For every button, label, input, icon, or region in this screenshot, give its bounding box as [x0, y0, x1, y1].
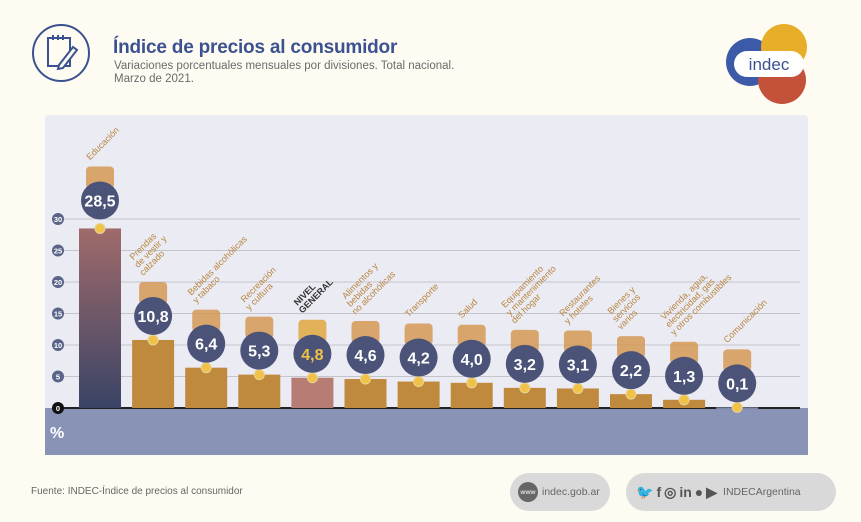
linkedin-icon[interactable]: in [679, 484, 692, 500]
facebook-icon[interactable]: f [656, 484, 662, 500]
value-badge [718, 364, 757, 403]
subtitle: Variaciones porcentuales mensuales por d… [114, 60, 454, 86]
value-label: 10,8 [138, 309, 169, 326]
bar [238, 374, 281, 408]
notepad-pencil-icon [32, 24, 90, 82]
value-label: 28,5 [84, 193, 115, 210]
bar-top-dot [572, 382, 584, 394]
y-unit-label: % [50, 425, 64, 442]
bar-top-dot [147, 334, 159, 346]
value-badge [665, 356, 704, 395]
value-badge [399, 338, 438, 377]
instagram-icon[interactable]: ◎ [664, 483, 677, 500]
value-label: 6,4 [195, 337, 217, 354]
y-tick-dot [52, 213, 64, 225]
y-tick-label: 0 [56, 404, 60, 413]
bar-top-dot [306, 372, 318, 384]
value-label: 1,3 [673, 369, 695, 386]
value-badge [505, 344, 544, 383]
bar-top-dot [94, 222, 106, 234]
y-tick-label: 5 [56, 373, 60, 382]
y-tick-dot [52, 307, 64, 320]
bar [132, 339, 175, 408]
value-badge [81, 181, 119, 220]
bar [185, 367, 228, 408]
svg-text:indec: indec [749, 55, 790, 74]
www-icon: www [518, 482, 538, 502]
youtube-icon[interactable]: ▶ [706, 483, 718, 500]
bar-top-dot [360, 373, 371, 385]
value-badge [452, 339, 491, 378]
y-tick-label: 20 [54, 278, 62, 287]
y-tick-dot [52, 402, 64, 414]
y-tick-dot [52, 370, 64, 383]
bar [556, 388, 599, 408]
value-label: 4,6 [354, 348, 376, 365]
y-tick-dot [52, 339, 64, 351]
value-badge [558, 345, 597, 384]
subtitle-text: Variaciones porcentuales mensuales por d… [114, 60, 455, 72]
y-tick-dot [52, 276, 64, 288]
bar-top-dot [200, 362, 212, 374]
bar [79, 228, 121, 408]
y-tick-label: 30 [54, 215, 62, 224]
value-label: 3,1 [567, 357, 589, 374]
bar [610, 394, 652, 408]
value-label: 2,2 [620, 363, 642, 380]
y-tick-dot [52, 244, 64, 257]
value-badge [240, 331, 279, 370]
value-label: 3,2 [514, 357, 536, 374]
y-tick-label: 15 [54, 310, 62, 319]
source-note: Fuente: INDEC-Índice de precios al consu… [31, 486, 243, 497]
bar-top-dot [678, 394, 690, 406]
social-handle: INDECArgentina [723, 486, 801, 498]
date-text: Marzo de 2021. [114, 73, 194, 85]
value-badge [187, 324, 226, 363]
website-text: indec.gob.ar [542, 486, 600, 498]
value-badge [134, 296, 173, 335]
y-tick-label: 25 [54, 247, 62, 256]
page-title: Índice de precios al consumidor [113, 37, 398, 58]
value-label: 4,8 [301, 347, 323, 364]
website-link[interactable]: www indec.gob.ar [510, 473, 610, 511]
value-label: 4,2 [407, 351, 429, 368]
bar-top-dot [413, 376, 425, 388]
bar-top-dot [731, 401, 743, 413]
y-tick-label: 10 [54, 341, 62, 350]
value-label: 4,0 [461, 352, 483, 369]
value-badge [293, 334, 332, 373]
bar [503, 387, 546, 408]
bar-top-dot [253, 369, 265, 381]
value-badge [346, 336, 385, 375]
bar-top-dot [519, 382, 531, 394]
value-badge [612, 351, 650, 390]
spotify-icon[interactable]: ● [694, 484, 704, 500]
value-label: 0,1 [726, 376, 748, 393]
social-links[interactable]: 🐦 f ◎ in ● ▶ INDECArgentina [626, 473, 836, 511]
bar-top-dot [466, 377, 478, 389]
twitter-icon[interactable]: 🐦 [636, 483, 654, 500]
bar-top-dot [625, 388, 637, 400]
chart-base-band [45, 408, 808, 455]
value-label: 5,3 [248, 344, 270, 361]
indec-logo: indec [726, 24, 807, 104]
